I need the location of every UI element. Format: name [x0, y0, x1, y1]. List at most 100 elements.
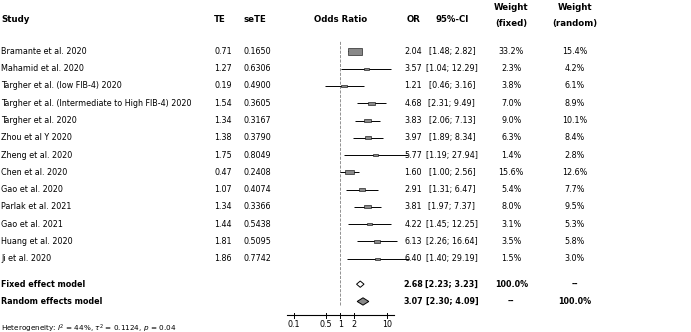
- Text: 1.86: 1.86: [214, 254, 231, 263]
- Text: Huang et al. 2020: Huang et al. 2020: [1, 237, 73, 246]
- Text: 8.0%: 8.0%: [501, 202, 522, 211]
- Text: 1: 1: [338, 320, 343, 329]
- Text: 5.77: 5.77: [404, 150, 422, 160]
- Text: [1.40; 29.19]: [1.40; 29.19]: [426, 254, 478, 263]
- Text: [2.30; 4.09]: [2.30; 4.09]: [426, 297, 478, 306]
- Bar: [364, 119, 371, 122]
- Bar: [373, 154, 378, 156]
- Text: 0.3167: 0.3167: [243, 116, 271, 125]
- Text: 10.1%: 10.1%: [562, 116, 587, 125]
- Text: 8.9%: 8.9%: [565, 99, 585, 108]
- Text: [1.45; 12.25]: [1.45; 12.25]: [426, 219, 478, 229]
- Text: [0.46; 3.16]: [0.46; 3.16]: [428, 81, 475, 91]
- Text: 3.83: 3.83: [404, 116, 422, 125]
- Text: 6.3%: 6.3%: [501, 133, 522, 142]
- Text: 3.5%: 3.5%: [501, 237, 522, 246]
- Text: [1.97; 7.37]: [1.97; 7.37]: [428, 202, 475, 211]
- Text: 15.4%: 15.4%: [562, 47, 587, 56]
- Text: (fixed): (fixed): [495, 19, 527, 28]
- Text: 1.07: 1.07: [214, 185, 232, 194]
- Text: TE: TE: [214, 15, 226, 24]
- Text: [1.31; 6.47]: [1.31; 6.47]: [428, 185, 475, 194]
- Text: [2.23; 3.23]: [2.23; 3.23]: [426, 280, 478, 289]
- Text: 2.8%: 2.8%: [565, 150, 585, 160]
- Bar: [368, 102, 375, 105]
- Text: 0.7742: 0.7742: [243, 254, 271, 263]
- Text: 6.13: 6.13: [404, 237, 422, 246]
- Text: 1.38: 1.38: [214, 133, 231, 142]
- Bar: [359, 188, 365, 191]
- Text: [2.31; 9.49]: [2.31; 9.49]: [428, 99, 475, 108]
- Text: 5.4%: 5.4%: [501, 185, 522, 194]
- Text: 0.5: 0.5: [320, 320, 332, 329]
- Text: 1.81: 1.81: [214, 237, 231, 246]
- Text: 6.1%: 6.1%: [565, 81, 585, 91]
- Text: Zhou et al Y 2020: Zhou et al Y 2020: [1, 133, 73, 142]
- Text: Targher et al. (low FIB-4) 2020: Targher et al. (low FIB-4) 2020: [1, 81, 122, 91]
- Text: Parlak et al. 2021: Parlak et al. 2021: [1, 202, 72, 211]
- Text: Study: Study: [1, 15, 30, 24]
- Text: --: --: [508, 297, 515, 306]
- Text: 1.54: 1.54: [214, 99, 232, 108]
- Text: 1.21: 1.21: [404, 81, 422, 91]
- Text: Odds Ratio: Odds Ratio: [314, 15, 367, 24]
- Bar: [365, 136, 371, 139]
- Text: 3.57: 3.57: [404, 64, 422, 73]
- Text: 10: 10: [382, 320, 392, 329]
- Text: Weight: Weight: [494, 3, 529, 12]
- Text: 95%-CI: 95%-CI: [435, 15, 468, 24]
- Text: 0.3790: 0.3790: [243, 133, 271, 142]
- Text: Targher et al. 2020: Targher et al. 2020: [1, 116, 77, 125]
- Text: Gao et al. 2021: Gao et al. 2021: [1, 219, 64, 229]
- Text: 1.5%: 1.5%: [501, 254, 522, 263]
- Text: 7.0%: 7.0%: [501, 99, 522, 108]
- Text: Gao et al. 2020: Gao et al. 2020: [1, 185, 64, 194]
- Text: Weight: Weight: [558, 3, 592, 12]
- Text: Mahamid et al. 2020: Mahamid et al. 2020: [1, 64, 84, 73]
- Text: 12.6%: 12.6%: [562, 168, 587, 177]
- Bar: [375, 258, 380, 260]
- Text: 4.2%: 4.2%: [565, 64, 585, 73]
- Text: --: --: [571, 280, 578, 289]
- Text: [1.48; 2.82]: [1.48; 2.82]: [428, 47, 475, 56]
- Text: 0.5438: 0.5438: [243, 219, 271, 229]
- Text: 3.8%: 3.8%: [501, 81, 522, 91]
- Text: 1.75: 1.75: [214, 150, 232, 160]
- Text: 5.3%: 5.3%: [565, 219, 585, 229]
- Text: (random): (random): [552, 19, 598, 28]
- Text: seTE: seTE: [243, 15, 266, 24]
- Text: [1.00; 2.56]: [1.00; 2.56]: [428, 168, 475, 177]
- Text: 7.7%: 7.7%: [565, 185, 585, 194]
- Text: 3.97: 3.97: [404, 133, 422, 142]
- Text: [2.26; 16.64]: [2.26; 16.64]: [426, 237, 477, 246]
- Text: [1.04; 12.29]: [1.04; 12.29]: [426, 64, 478, 73]
- Text: 0.4900: 0.4900: [243, 81, 271, 91]
- Text: [1.19; 27.94]: [1.19; 27.94]: [426, 150, 478, 160]
- Text: 100.0%: 100.0%: [558, 297, 591, 306]
- Text: 8.4%: 8.4%: [565, 133, 585, 142]
- Text: 1.4%: 1.4%: [501, 150, 522, 160]
- Text: 0.1: 0.1: [287, 320, 300, 329]
- Text: 3.81: 3.81: [404, 202, 422, 211]
- Text: 1.34: 1.34: [214, 116, 231, 125]
- Bar: [375, 240, 379, 243]
- Text: 2.04: 2.04: [404, 47, 422, 56]
- Text: 1.60: 1.60: [404, 168, 422, 177]
- Text: 100.0%: 100.0%: [495, 280, 528, 289]
- Text: 0.3605: 0.3605: [243, 99, 271, 108]
- Polygon shape: [357, 281, 364, 287]
- Text: [1.89; 8.34]: [1.89; 8.34]: [428, 133, 475, 142]
- Bar: [348, 48, 361, 54]
- Text: 2.3%: 2.3%: [501, 64, 522, 73]
- Bar: [346, 170, 354, 174]
- Text: 0.8049: 0.8049: [243, 150, 271, 160]
- Text: Bramante et al. 2020: Bramante et al. 2020: [1, 47, 87, 56]
- Text: 0.2408: 0.2408: [243, 168, 271, 177]
- Text: 4.22: 4.22: [404, 219, 422, 229]
- Text: 0.19: 0.19: [214, 81, 232, 91]
- Text: 5.8%: 5.8%: [565, 237, 585, 246]
- Text: 1.27: 1.27: [214, 64, 232, 73]
- Text: 9.5%: 9.5%: [565, 202, 585, 211]
- Bar: [364, 205, 370, 208]
- Text: 3.07: 3.07: [404, 297, 423, 306]
